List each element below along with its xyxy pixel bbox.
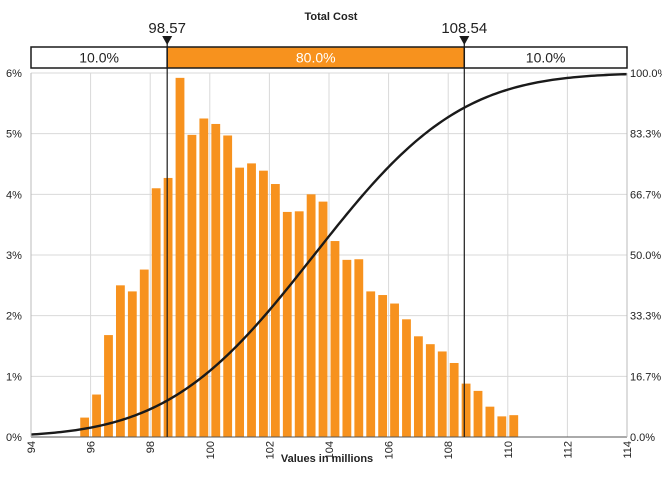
histogram-bar — [115, 285, 125, 437]
y-tick-label-right: 83.3% — [630, 129, 661, 141]
histogram-bar — [175, 77, 185, 437]
x-tick-label: 102 — [264, 441, 276, 459]
histogram-bar — [497, 416, 507, 437]
y-tick-label-right: 0.0% — [630, 432, 655, 444]
histogram-bar — [187, 134, 197, 437]
histogram-bar — [390, 303, 399, 437]
y-tick-label-left: 5% — [6, 129, 22, 141]
x-tick-label: 108 — [443, 441, 455, 459]
histogram-bar — [330, 241, 340, 437]
y-tick-label-left: 3% — [6, 250, 22, 262]
x-tick-label: 112 — [562, 441, 574, 459]
band-right — [463, 46, 628, 69]
histogram-bar — [509, 415, 519, 437]
histogram-bars — [80, 77, 519, 438]
cumulative-curve — [30, 72, 628, 436]
histogram-bar — [199, 118, 209, 437]
axis-tick-labels: 0% 1% 2% 3% 4% 5% 6% 0.0% 16.7% 33.3% 50.0% 66.7% 83… — [6, 68, 662, 459]
histogram-bar — [223, 135, 233, 437]
histogram-bar — [354, 259, 364, 437]
y-tick-label-left: 1% — [6, 371, 22, 383]
marker-triangle-upper — [459, 36, 470, 45]
histogram-bar — [318, 201, 328, 437]
marker-value-lower: 98.57 — [148, 20, 186, 37]
histogram-bar — [425, 344, 435, 437]
histogram-bar — [92, 394, 101, 437]
histogram-bar — [80, 417, 90, 437]
histogram-bar — [449, 362, 459, 437]
histogram-bar — [413, 336, 423, 437]
histogram-bar — [342, 259, 352, 437]
histogram-bar — [306, 194, 316, 437]
histogram-bar — [259, 170, 268, 437]
histogram-bar — [211, 123, 221, 438]
histogram-bar — [378, 295, 388, 437]
x-tick-label: 114 — [622, 441, 634, 459]
y-tick-label-left: 4% — [6, 189, 22, 201]
histogram-bar — [163, 177, 173, 437]
y-tick-label-left: 6% — [6, 68, 22, 80]
marker-triangle-lower — [162, 36, 173, 45]
x-tick-label: 100 — [205, 441, 217, 459]
y-tick-label-right: 66.7% — [630, 189, 661, 201]
histogram-bar — [127, 291, 137, 437]
probability-bands: 10.0% 80.0% 10.0% — [30, 46, 628, 69]
histogram-bar — [104, 335, 113, 437]
chart-title: Total Cost — [305, 11, 358, 23]
cumulative-curve-layer — [30, 72, 628, 436]
histogram-bar — [270, 184, 280, 437]
plot-frame — [30, 73, 628, 438]
y-tick-label-right: 100.0% — [630, 68, 662, 80]
percentile-markers: 98.57 108.54 — [148, 20, 487, 437]
marker-value-upper: 108.54 — [441, 20, 487, 37]
band-label: 10.0% — [526, 50, 566, 66]
x-tick-label: 94 — [26, 441, 38, 453]
histogram-bar — [247, 163, 256, 438]
band-label: 80.0% — [296, 50, 336, 66]
y-tick-label-right: 16.7% — [630, 371, 661, 383]
histogram-bar — [473, 390, 483, 437]
y-tick-label-left: 0% — [6, 432, 22, 444]
histogram-bar — [437, 351, 447, 437]
y-tick-label-right: 33.3% — [630, 311, 661, 323]
x-axis-label: Values in millions — [281, 453, 373, 465]
histogram-bar — [294, 211, 304, 437]
x-tick-label: 104 — [324, 441, 336, 459]
x-tick-label: 96 — [86, 441, 98, 453]
histogram-bar — [461, 383, 471, 437]
histogram-bar — [282, 211, 292, 437]
x-tick-label: 106 — [384, 441, 396, 459]
histogram-bar — [235, 167, 245, 437]
histogram-bar — [366, 291, 376, 437]
x-tick-label: 110 — [503, 441, 515, 459]
band-label: 10.0% — [79, 50, 119, 66]
histogram-bar — [139, 269, 149, 437]
histogram-bar — [151, 188, 161, 437]
y-tick-label-right: 50.0% — [630, 250, 661, 262]
y-tick-label-left: 2% — [6, 311, 22, 323]
x-tick-label: 98 — [145, 441, 157, 453]
histogram-bar — [485, 406, 495, 437]
histogram-bar — [402, 319, 411, 437]
